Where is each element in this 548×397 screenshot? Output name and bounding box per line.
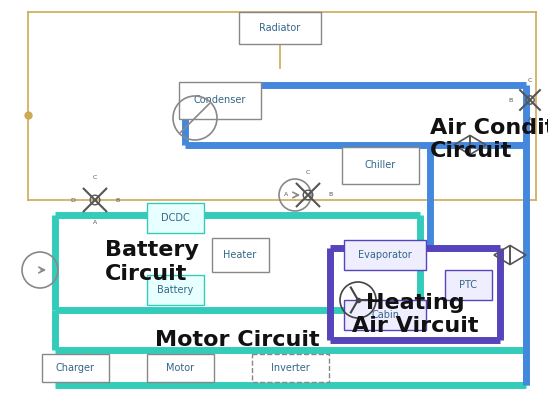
FancyBboxPatch shape <box>212 238 269 272</box>
Text: Cabin: Cabin <box>371 310 399 320</box>
FancyBboxPatch shape <box>146 203 203 233</box>
Text: Radiator: Radiator <box>259 23 301 33</box>
Text: A: A <box>528 117 532 122</box>
Text: Battery: Battery <box>157 285 193 295</box>
Text: A: A <box>283 193 288 197</box>
Text: Condenser: Condenser <box>194 95 246 105</box>
FancyBboxPatch shape <box>146 354 214 382</box>
FancyBboxPatch shape <box>341 146 419 183</box>
FancyBboxPatch shape <box>344 300 426 330</box>
Text: B: B <box>328 193 333 197</box>
Text: Motor: Motor <box>166 363 194 373</box>
Text: Heating
Air Vircuit: Heating Air Vircuit <box>352 293 478 336</box>
FancyBboxPatch shape <box>146 275 203 305</box>
Text: Motor Circuit: Motor Circuit <box>155 330 319 350</box>
Text: Charger: Charger <box>55 363 94 373</box>
Text: PTC: PTC <box>459 280 477 290</box>
Text: Air Conditioning
Circuit: Air Conditioning Circuit <box>430 118 548 161</box>
Text: C: C <box>306 170 310 175</box>
FancyBboxPatch shape <box>239 12 321 44</box>
FancyBboxPatch shape <box>444 270 492 300</box>
FancyBboxPatch shape <box>344 240 426 270</box>
Text: A: A <box>93 220 97 225</box>
FancyBboxPatch shape <box>252 354 328 382</box>
Text: Battery
Circuit: Battery Circuit <box>105 241 199 283</box>
Text: Chiller: Chiller <box>364 160 396 170</box>
Text: D: D <box>70 197 75 202</box>
Text: Evaporator: Evaporator <box>358 250 412 260</box>
Text: B: B <box>115 197 119 202</box>
Text: Inverter: Inverter <box>271 363 310 373</box>
Text: Heater: Heater <box>224 250 256 260</box>
Text: B: B <box>509 98 512 102</box>
Text: C: C <box>528 78 532 83</box>
Text: C: C <box>93 175 97 180</box>
FancyBboxPatch shape <box>179 81 261 118</box>
Text: DCDC: DCDC <box>161 213 190 223</box>
FancyBboxPatch shape <box>42 354 109 382</box>
